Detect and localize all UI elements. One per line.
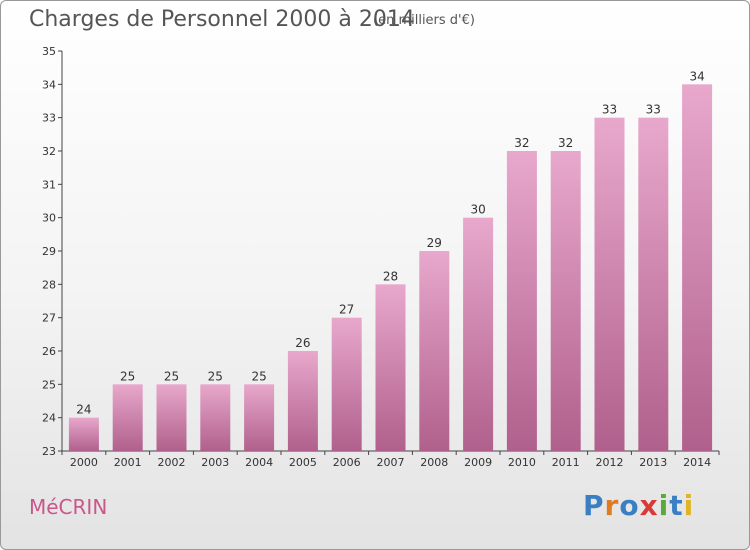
chart-title: Charges de Personnel 2000 à 2014 xyxy=(29,7,415,32)
x-tick-label: 2004 xyxy=(245,456,273,469)
x-tick-label: 2011 xyxy=(552,456,580,469)
y-tick-label: 24 xyxy=(42,412,56,425)
y-tick-label: 28 xyxy=(42,278,56,291)
bar xyxy=(638,117,669,452)
x-tick-label: 2002 xyxy=(158,456,186,469)
x-tick-label: 2003 xyxy=(201,456,229,469)
bar xyxy=(112,384,143,451)
x-tick-label: 2005 xyxy=(289,456,317,469)
data-label: 29 xyxy=(427,236,442,250)
data-label: 25 xyxy=(251,369,266,383)
x-tick-label: 2009 xyxy=(464,456,492,469)
data-label: 25 xyxy=(208,369,223,383)
commune-name: MéCRIN xyxy=(29,495,108,519)
y-tick-label: 26 xyxy=(42,345,56,358)
data-label: 25 xyxy=(120,369,135,383)
y-tick-label: 33 xyxy=(42,112,56,125)
logo-letter: o xyxy=(619,489,640,522)
logo-letter: r xyxy=(604,489,620,522)
data-label: 34 xyxy=(689,69,704,83)
x-tick-label: 2012 xyxy=(596,456,624,469)
data-labels: 24 25 25 25 25 26 27 28 29 30 32 32 33 33 34 xyxy=(76,69,704,416)
x-tick-label: 2010 xyxy=(508,456,536,469)
data-label: 33 xyxy=(602,103,617,117)
data-label: 24 xyxy=(76,403,91,417)
chart-axes: 23 24 25 26 27 28 29 30 31 32 33 34 35 2000 2001 2002 20… xyxy=(42,45,720,469)
data-label: 30 xyxy=(470,203,485,217)
x-tick-label: 2007 xyxy=(377,456,405,469)
y-tick-label: 31 xyxy=(42,178,56,191)
y-tick-label: 30 xyxy=(42,212,56,225)
x-tick-label: 2014 xyxy=(683,456,711,469)
x-tick-label: 2001 xyxy=(114,456,142,469)
data-label: 25 xyxy=(164,369,179,383)
data-label: 32 xyxy=(558,136,573,150)
y-tick-label: 34 xyxy=(42,78,56,91)
bar xyxy=(550,151,581,451)
bar xyxy=(682,84,713,451)
x-tick-label: 2006 xyxy=(333,456,361,469)
data-label: 33 xyxy=(646,103,661,117)
x-tick-label: 2008 xyxy=(420,456,448,469)
chart-subtitle: (en milliers d'€) xyxy=(373,13,475,28)
proxiti-logo[interactable]: Proxiti xyxy=(583,489,694,522)
bar xyxy=(287,351,318,451)
y-tick-label: 32 xyxy=(42,145,56,158)
logo-letter: t xyxy=(669,489,684,522)
x-tick-label: 2013 xyxy=(639,456,667,469)
logo-letter: i xyxy=(683,489,695,522)
bar xyxy=(506,151,537,451)
bar xyxy=(375,284,406,451)
logo-letter: P xyxy=(583,489,605,522)
bar-series xyxy=(68,84,713,452)
bar xyxy=(156,384,187,451)
data-label: 27 xyxy=(339,303,354,317)
bar xyxy=(68,417,99,451)
y-tick-label: 23 xyxy=(42,445,56,458)
logo-letter: x xyxy=(639,489,659,522)
bar xyxy=(244,384,275,451)
logo-letter: i xyxy=(658,489,670,522)
data-label: 28 xyxy=(383,269,398,283)
y-tick-label: 25 xyxy=(42,378,56,391)
y-tick-label: 29 xyxy=(42,245,56,258)
x-tick-label: 2000 xyxy=(70,456,98,469)
data-label: 32 xyxy=(514,136,529,150)
bar xyxy=(594,117,625,452)
y-tick-label: 35 xyxy=(42,45,56,58)
y-tick-label: 27 xyxy=(42,312,56,325)
bar xyxy=(463,217,494,451)
bar xyxy=(200,384,231,451)
bar xyxy=(419,251,450,451)
bar xyxy=(331,317,362,451)
data-label: 26 xyxy=(295,336,310,350)
